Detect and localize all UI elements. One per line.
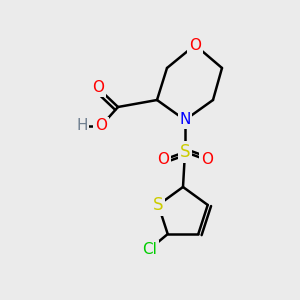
Text: O: O xyxy=(157,152,169,167)
Text: S: S xyxy=(180,143,190,161)
Text: Cl: Cl xyxy=(142,242,157,256)
Text: N: N xyxy=(179,112,191,128)
Text: O: O xyxy=(95,118,107,134)
Text: O: O xyxy=(92,80,104,95)
Text: O: O xyxy=(189,38,201,52)
Text: S: S xyxy=(153,196,164,214)
Text: H: H xyxy=(76,118,88,134)
Text: O: O xyxy=(201,152,213,167)
